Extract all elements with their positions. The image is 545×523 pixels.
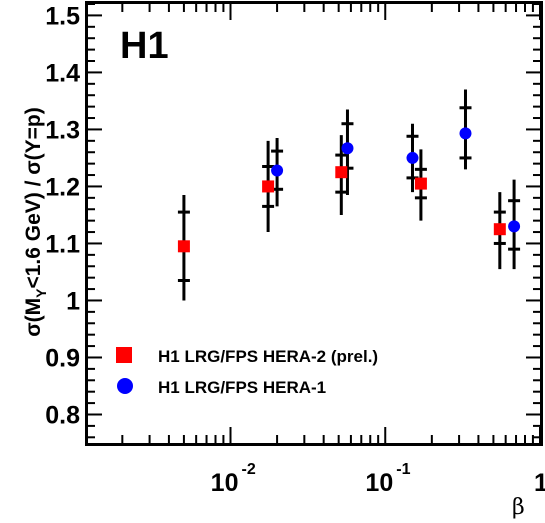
y-tick-label: 1.2 [45, 173, 80, 201]
legend-label-hera2: H1 LRG/FPS HERA-2 (prel.) [158, 347, 378, 366]
x-tick-label: 10 [365, 469, 393, 497]
y-tick-label: 1.4 [45, 59, 80, 87]
y-tick-label: 1.3 [45, 116, 80, 144]
x-tick-label: 1 [534, 469, 545, 497]
data-point-hera1 [459, 127, 472, 140]
data-point-hera2 [414, 177, 427, 190]
data-point-hera2 [262, 180, 275, 193]
x-tick-labels: 10 -2 10 -1 1 [211, 461, 545, 497]
plot-frame [85, 1, 543, 446]
x-tick-exponent: -2 [241, 461, 255, 478]
legend-marker-hera1 [117, 378, 133, 394]
data-point-hera1 [406, 151, 419, 164]
data-point-hera2 [335, 166, 348, 179]
legend-marker-hera2 [116, 347, 132, 363]
y-tick-label: 1.5 [45, 2, 80, 30]
y-tick-labels: 0.8 0.9 1 1.1 1.2 1.3 1.4 1.5 [45, 2, 80, 429]
y-tick-label: 0.8 [45, 401, 80, 429]
data-point-hera1 [271, 164, 284, 177]
data-point-hera2 [493, 223, 506, 236]
x-axis-title: β [512, 495, 525, 520]
y-tick-label: 0.9 [45, 344, 80, 372]
y-tick-label: 1 [66, 287, 80, 315]
axis-ticks [88, 3, 541, 443]
data-markers [177, 127, 521, 253]
data-point-hera1 [508, 220, 521, 233]
x-tick-exponent: -1 [396, 461, 410, 478]
legend-label-hera1: H1 LRG/FPS HERA-1 [158, 378, 326, 397]
data-point-hera1 [341, 142, 354, 155]
data-point-hera2 [177, 240, 190, 253]
x-tick-label: 10 [211, 469, 239, 497]
experiment-label: H1 [120, 25, 169, 67]
error-bars [177, 89, 521, 301]
y-tick-label: 1.1 [45, 230, 80, 258]
y-axis-title: σ(MY<1.6 GeV) / σ(Y=p) [22, 107, 49, 336]
legend: H1 LRG/FPS HERA-2 (prel.) H1 LRG/FPS HER… [116, 347, 378, 397]
